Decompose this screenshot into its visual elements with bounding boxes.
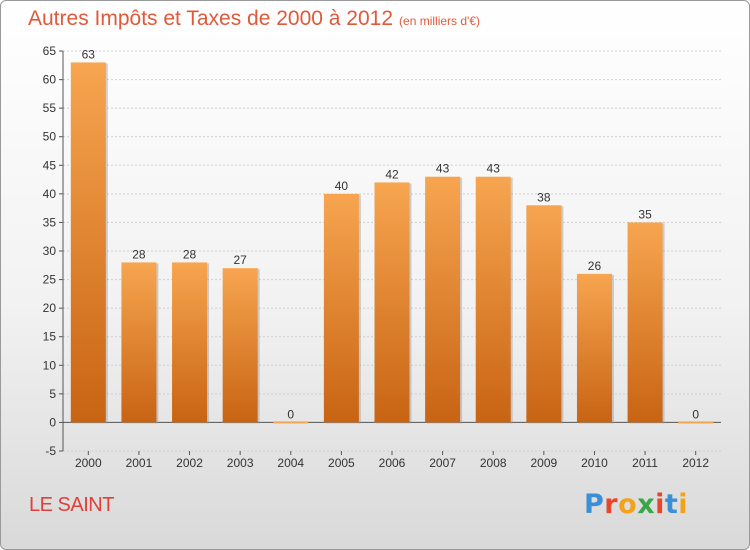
data-label-2005: 40 [335,179,349,193]
y-tick-label: 45 [43,158,57,172]
y-tick-label: 40 [43,187,57,201]
x-tick-label-2001: 2001 [126,456,153,470]
bar-2007 [425,176,461,423]
logo-letter: P [584,489,605,520]
data-label-2012: 0 [692,407,699,421]
x-tick-label-2000: 2000 [75,456,102,470]
y-tick-label: 10 [43,358,57,372]
data-label-2008: 43 [487,162,501,176]
proxiti-logo: Proxiti [584,489,688,520]
bars [70,62,714,424]
data-label-2004: 0 [287,407,294,421]
y-tick-label: -5 [45,444,56,458]
y-tick-label: 5 [49,387,56,401]
y-tick-label: 15 [43,330,57,344]
data-label-2001: 28 [132,247,146,261]
logo-letter: o [618,489,638,520]
data-labels: 63 28 28 27 0 40 42 43 43 38 26 35 0 [82,47,700,421]
x-tick-label-2003: 2003 [227,456,254,470]
y-tick-label: 25 [43,273,57,287]
bar-2001 [121,262,157,423]
x-tick-label-2012: 2012 [682,456,709,470]
x-tick-label-2011: 2011 [632,456,658,470]
bar-2009 [526,205,562,423]
data-label-2003: 27 [233,253,247,267]
commune-name: LE SAINT [29,494,114,516]
bar-2002 [172,262,208,423]
chart-title: Autres Impôts et Taxes de 2000 à 2012 (en… [28,7,480,31]
x-tick-label-2010: 2010 [581,456,608,470]
bar-2012 [678,421,714,424]
x-tick-labels: 2000 2001 2002 2003 2004 2005 2006 2007 2008 2009… [75,456,709,470]
logo-letter: x [637,489,656,520]
logo-letter: r [604,489,619,520]
data-label-2009: 38 [537,190,551,204]
x-tick-label-2008: 2008 [480,456,507,470]
y-tick-label: 50 [43,130,57,144]
x-tick-label-2005: 2005 [328,456,355,470]
bar-2005 [323,193,359,423]
logo-letter: i [655,489,665,520]
y-tick-label: 35 [43,215,57,229]
x-tick-label-2009: 2009 [530,456,557,470]
data-label-2010: 26 [588,259,602,273]
x-tick-label-2007: 2007 [429,456,456,470]
logo-letter: i [678,489,689,520]
logo-letter: t [664,489,679,520]
data-label-2006: 42 [385,167,399,181]
bar-2006 [374,182,410,423]
data-label-2007: 43 [436,162,450,176]
data-label-2011: 35 [638,207,652,221]
data-label-2002: 28 [183,247,197,261]
y-tick-label: 0 [49,415,56,429]
bar-2000 [70,62,106,423]
y-tick-label: 30 [43,244,57,258]
data-label-2000: 63 [82,47,96,61]
y-tick-label: 55 [43,101,57,115]
bar-2008 [475,176,511,423]
bar-2010 [576,273,612,423]
y-tick-label: 60 [43,73,57,87]
bar-2011 [627,222,663,423]
x-tick-label-2004: 2004 [277,456,304,470]
bar-2004 [273,421,309,424]
y-tick-labels: -5 0 5 10 15 20 25 30 35 40 45 50 55 60 65 [43,44,57,458]
x-tick-label-2002: 2002 [176,456,203,470]
bar-2003 [222,268,258,423]
x-tick-label-2006: 2006 [379,456,406,470]
y-tick-label: 20 [43,301,57,315]
chart-unit: (en milliers d'€) [399,14,481,28]
chart-title-text: Autres Impôts et Taxes de 2000 à 2012 [28,7,394,30]
y-tick-label: 65 [43,44,57,58]
